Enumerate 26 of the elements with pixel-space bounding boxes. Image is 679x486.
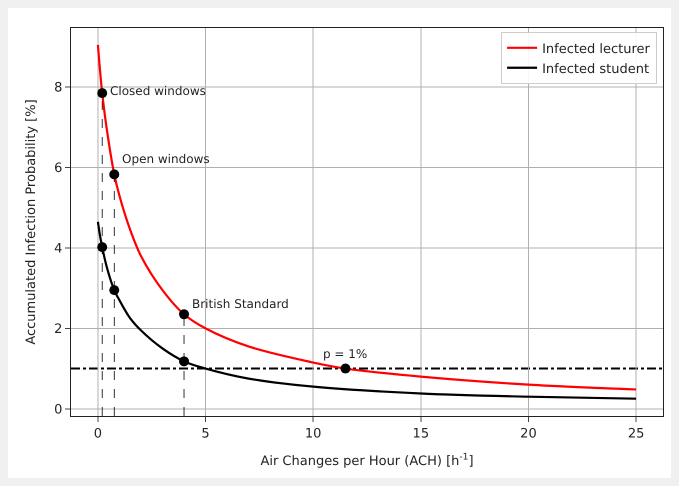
y-axis-title: Accumulated Infection Probability [%] [24, 99, 39, 345]
legend-label: Infected student [542, 62, 650, 77]
point [179, 309, 190, 320]
x-tick-label: 0 [94, 426, 102, 442]
y-tick-label: 0 [54, 402, 62, 418]
y-tick-label: 8 [54, 80, 62, 96]
y-tick-label: 2 [54, 322, 62, 337]
point [340, 364, 350, 374]
x-axis-title: Air Changes per Hour (ACH) [h$^{-1}$] [260, 452, 474, 469]
annotation: British Standard [192, 297, 289, 311]
x-tick-label: 5 [201, 426, 210, 442]
x-tick-label: 10 [304, 426, 322, 442]
annotation: Closed windows [110, 84, 206, 98]
point [109, 169, 120, 180]
point [97, 88, 108, 98]
annotation: Open windows [122, 152, 210, 166]
y-tick-label: 6 [54, 161, 62, 176]
legend-label: Infected lecturer [542, 42, 651, 57]
point [109, 285, 120, 296]
y-tick-label: 4 [54, 241, 62, 256]
x-tick-label: 25 [628, 426, 644, 442]
point [97, 242, 108, 252]
point [179, 356, 190, 366]
annotation: p = 1% [323, 347, 368, 361]
x-tick-label: 15 [412, 426, 430, 442]
x-tick-label: 20 [520, 426, 537, 442]
